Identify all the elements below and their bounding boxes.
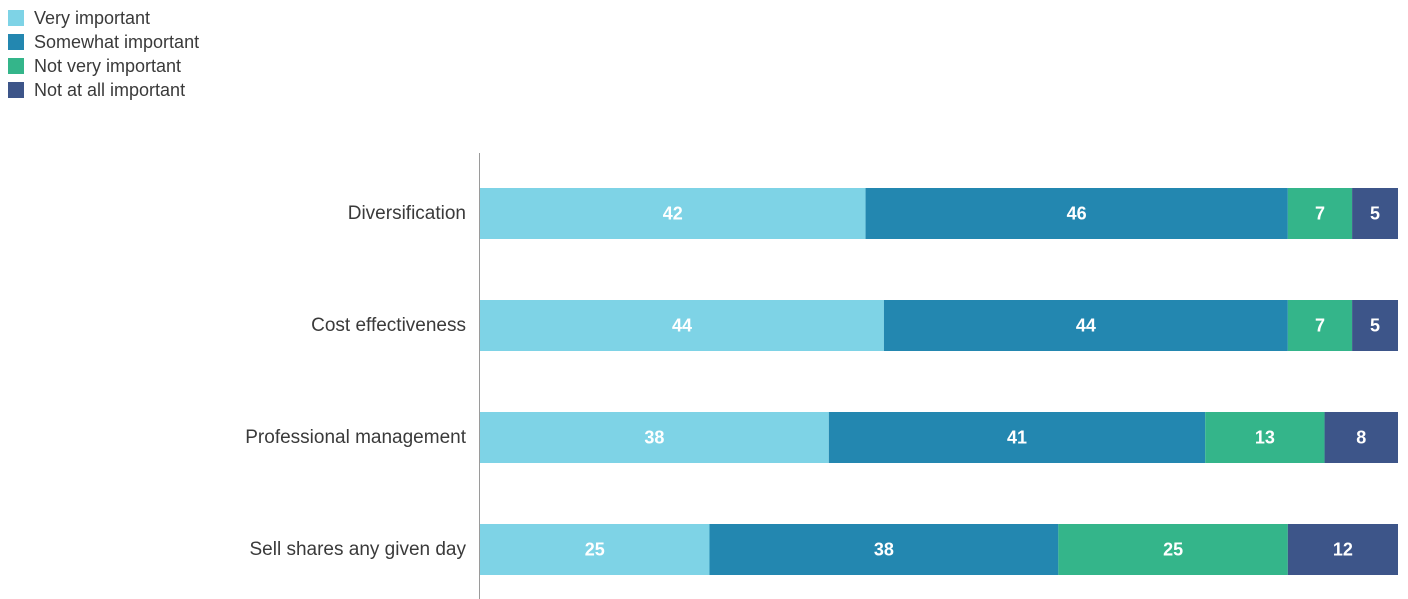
bar-segment-diversification-somewhat-important: [865, 188, 1288, 239]
legend-item-very-important: Very important: [8, 6, 199, 30]
data-label-diversification-not-at-all-important: 5: [1370, 204, 1380, 224]
bar-segment-diversification-very-important: [480, 188, 866, 239]
bar-segment-cost-effectiveness-very-important: [480, 300, 884, 351]
bar-segment-professional-management-not-very-important: [1205, 412, 1325, 463]
category-label-cost-effectiveness: Cost effectiveness: [311, 315, 466, 336]
data-label-cost-effectiveness-not-at-all-important: 5: [1370, 316, 1380, 336]
data-label-cost-effectiveness-somewhat-important: 44: [1076, 316, 1096, 336]
data-label-professional-management-not-very-important: 13: [1255, 428, 1275, 448]
legend-label: Not very important: [34, 55, 182, 76]
legend-label: Not at all important: [34, 79, 186, 100]
data-label-professional-management-somewhat-important: 41: [1007, 428, 1027, 448]
labels-layer: Diversification 42 46 7 5 Cost effectiveness 4…: [245, 203, 1380, 560]
data-label-professional-management-not-at-all-important: 8: [1356, 428, 1366, 448]
bar-segment-cost-effectiveness-not-very-important: [1287, 300, 1353, 351]
bars-layer: [480, 188, 1398, 575]
bar-segment-professional-management-somewhat-important: [828, 412, 1206, 463]
data-label-sell-shares-any-given-day-not-at-all-important: 12: [1333, 540, 1353, 560]
legend-item-not-very-important: Not very important: [8, 54, 199, 78]
bar-segment-sell-shares-any-given-day-somewhat-important: [709, 524, 1059, 575]
bar-segment-sell-shares-any-given-day-not-very-important: [1058, 524, 1288, 575]
bar-segment-diversification-not-very-important: [1287, 188, 1353, 239]
legend-item-somewhat-important: Somewhat important: [8, 30, 199, 54]
legend-swatch: [8, 82, 24, 98]
data-label-diversification-not-very-important: 7: [1315, 204, 1325, 224]
legend-label: Very important: [34, 7, 151, 28]
bar-segment-diversification-not-at-all-important: [1352, 188, 1398, 239]
legend-swatch: [8, 34, 24, 50]
data-label-sell-shares-any-given-day-not-very-important: 25: [1163, 540, 1183, 560]
data-label-sell-shares-any-given-day-very-important: 25: [585, 540, 605, 560]
bar-segment-cost-effectiveness-somewhat-important: [883, 300, 1288, 351]
bar-segment-professional-management-not-at-all-important: [1324, 412, 1398, 463]
data-label-sell-shares-any-given-day-somewhat-important: 38: [874, 540, 894, 560]
legend-label: Somewhat important: [34, 31, 200, 52]
data-label-cost-effectiveness-not-very-important: 7: [1315, 316, 1325, 336]
legend-item-not-at-all-important: Not at all important: [8, 78, 199, 102]
category-label-sell-shares-any-given-day: Sell shares any given day: [249, 539, 466, 560]
legend-swatch: [8, 58, 24, 74]
legend: Very important Somewhat important Not ve…: [8, 6, 199, 102]
data-label-diversification-very-important: 42: [663, 204, 683, 224]
data-label-professional-management-very-important: 38: [644, 428, 664, 448]
data-label-diversification-somewhat-important: 46: [1067, 204, 1087, 224]
bar-segment-professional-management-very-important: [480, 412, 829, 463]
category-label-diversification: Diversification: [348, 203, 466, 224]
bar-segment-sell-shares-any-given-day-very-important: [480, 524, 710, 575]
legend-swatch: [8, 10, 24, 26]
bar-segment-cost-effectiveness-not-at-all-important: [1352, 300, 1398, 351]
category-label-professional-management: Professional management: [245, 427, 466, 448]
bar-segment-sell-shares-any-given-day-not-at-all-important: [1287, 524, 1398, 575]
data-label-cost-effectiveness-very-important: 44: [672, 316, 692, 336]
